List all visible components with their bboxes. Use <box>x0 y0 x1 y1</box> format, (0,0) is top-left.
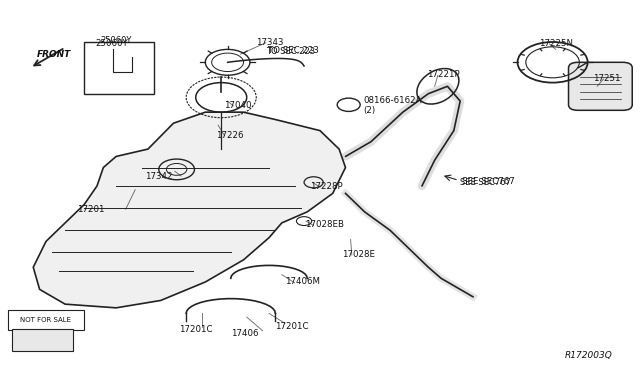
FancyBboxPatch shape <box>12 329 74 352</box>
FancyBboxPatch shape <box>84 42 154 94</box>
Text: 17028EB: 17028EB <box>305 220 344 229</box>
Text: 17406M: 17406M <box>285 278 320 286</box>
Text: SEE SEC767: SEE SEC767 <box>460 178 511 187</box>
Text: 17228P: 17228P <box>310 182 343 191</box>
Text: TO SEC.223: TO SEC.223 <box>266 47 315 56</box>
Text: 17201C: 17201C <box>179 326 212 334</box>
Text: 17343: 17343 <box>256 38 284 46</box>
Text: SEE SEC767: SEE SEC767 <box>462 177 515 186</box>
Text: 17221P: 17221P <box>427 70 460 79</box>
Text: 17028E: 17028E <box>342 250 374 259</box>
Text: 25060Y: 25060Y <box>96 39 129 48</box>
Text: 08166-6162A
(2): 08166-6162A (2) <box>364 96 422 115</box>
FancyBboxPatch shape <box>568 62 632 110</box>
Text: 17226: 17226 <box>216 131 244 140</box>
Text: 17201: 17201 <box>77 205 104 214</box>
Text: R172003Q: R172003Q <box>565 351 613 360</box>
FancyBboxPatch shape <box>8 310 84 330</box>
Text: 17225N: 17225N <box>539 39 573 48</box>
Text: 25060Y: 25060Y <box>100 36 132 45</box>
Text: FRONT: FRONT <box>36 51 70 60</box>
Text: 17251: 17251 <box>593 74 620 83</box>
PathPatch shape <box>33 112 346 308</box>
Text: 17040: 17040 <box>224 101 252 110</box>
Circle shape <box>337 98 360 112</box>
Text: B: B <box>346 100 351 109</box>
Text: NOT FOR SALE: NOT FOR SALE <box>20 317 72 323</box>
Text: 17342: 17342 <box>145 171 173 180</box>
Text: 17201C: 17201C <box>275 322 309 331</box>
Text: TO SEC.223: TO SEC.223 <box>268 46 319 55</box>
Text: 17406: 17406 <box>231 329 259 338</box>
